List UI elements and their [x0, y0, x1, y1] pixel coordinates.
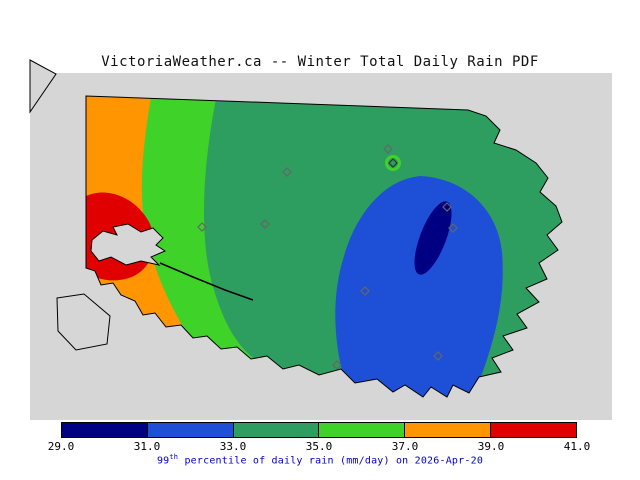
colorbar-ticks: 29.0 31.0 33.0 35.0 37.0 39.0 41.0	[48, 440, 591, 454]
station-marker	[332, 360, 342, 370]
colorbar-tick: 33.0	[219, 440, 247, 453]
colorbar-tick: 41.0	[563, 440, 591, 453]
colorbar-segment	[405, 423, 492, 437]
station-marker	[448, 223, 458, 233]
colorbar-segment	[233, 423, 320, 437]
station-marker	[282, 167, 292, 177]
contour-29-31	[414, 201, 452, 275]
top-left-landmass	[29, 59, 57, 114]
colorbar-tick: 31.0	[133, 440, 161, 453]
station-markers	[197, 144, 458, 370]
colorbar	[61, 422, 577, 438]
caption-ordinal: th	[169, 453, 179, 461]
sooke-basin	[90, 223, 167, 266]
colorbar-segment	[491, 423, 576, 437]
colorbar-tick: 37.0	[391, 440, 419, 453]
caption-number: 99	[156, 455, 170, 467]
colorbar-tick: 39.0	[477, 440, 505, 453]
station-marker	[433, 351, 443, 361]
station-marker	[197, 222, 207, 232]
colorbar-segment	[147, 423, 234, 437]
station-marker	[260, 219, 270, 229]
contour-31-33	[335, 176, 503, 397]
map-title: VictoriaWeather.ca -- Winter Total Daily…	[101, 54, 539, 70]
coastal-landmass	[56, 293, 111, 351]
caption-text: percentile of daily rain (mm/day) on 202…	[178, 455, 484, 467]
station-marker	[388, 158, 398, 168]
colorbar-tick: 29.0	[47, 440, 75, 453]
colorbar-tick: 35.0	[305, 440, 333, 453]
highlighted-station-ring	[385, 155, 401, 171]
station-marker	[383, 144, 393, 154]
caption: 99th percentile of daily rain (mm/day) o…	[0, 453, 640, 466]
inlet-line	[159, 262, 254, 301]
station-marker	[442, 202, 452, 212]
colorbar-segment	[62, 423, 148, 437]
colorbar-segment	[319, 423, 406, 437]
station-marker	[360, 286, 370, 296]
coastline	[85, 95, 563, 398]
